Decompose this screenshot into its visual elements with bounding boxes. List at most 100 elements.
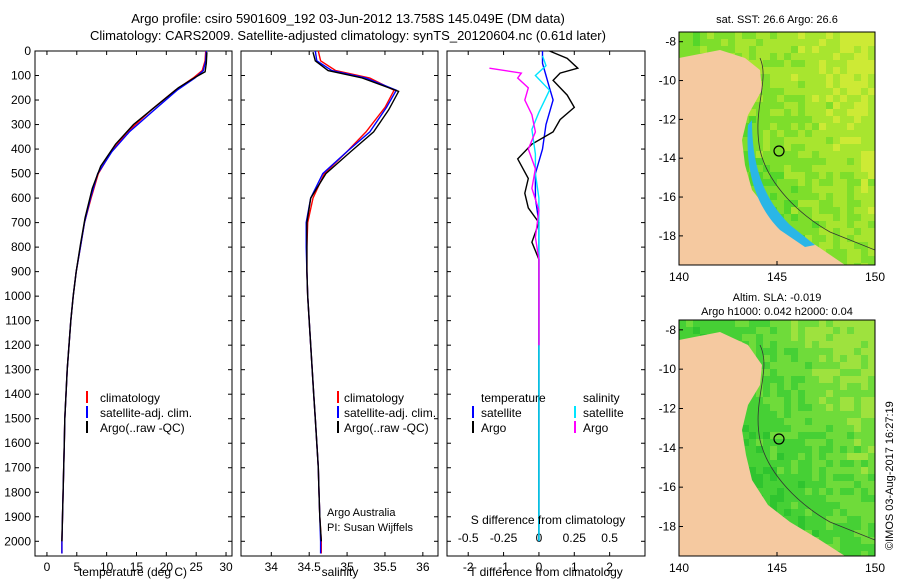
map-cell [798,74,805,81]
map-cell [819,369,826,376]
map-cell [833,474,840,481]
map-cell [833,446,840,453]
map-cell [819,67,826,74]
map-cell [847,235,854,242]
map-cell [777,186,784,193]
map-cell [861,390,868,397]
map-cell [868,383,875,390]
map-cell [812,123,819,130]
legend-argo-label: Argo(..raw -QC) [100,421,185,435]
map-cell [805,144,812,151]
x-tick-label: 15 [130,560,144,574]
map-cell [721,320,728,327]
map-cell [784,207,791,214]
map-cell [784,432,791,439]
map-cell [868,165,875,172]
map-cell [777,369,784,376]
t-difference-x-axis: -2 -1 0 1 2 [463,51,613,574]
map-cell [854,376,861,383]
map-cell [784,516,791,523]
lon-tick-label: 140 [669,270,689,284]
map-cell [819,432,826,439]
map-cell [791,369,798,376]
map-cell [840,453,847,460]
sla-map-title: Altim. SLA: -0.019 [733,292,822,304]
map-cell [812,460,819,467]
map-cell [791,151,798,158]
map-cell [861,186,868,193]
map-cell [735,334,742,341]
map-cell [861,467,868,474]
map-cell [679,39,686,46]
lon-tick-label: 145 [767,270,787,284]
map-cell [812,362,819,369]
map-cell [854,439,861,446]
map-cell [777,453,784,460]
map-cell [812,369,819,376]
map-cell [868,242,875,249]
map-cell [791,376,798,383]
map-cell [833,488,840,495]
map-cell [756,151,763,158]
map-cell [763,460,770,467]
map-cell [749,53,756,60]
map-cell [840,355,847,362]
map-cell [784,425,791,432]
map-cell [812,453,819,460]
lat-tick-label: -12 [659,112,677,126]
map-cell [784,460,791,467]
map-cell [707,32,714,39]
map-cell [833,439,840,446]
map-cell [847,516,854,523]
map-cell [777,320,784,327]
map-cell [847,418,854,425]
map-cell [805,221,812,228]
map-cell [742,130,749,137]
map-cell [777,193,784,200]
map-cell [791,348,798,355]
map-cell [735,327,742,334]
map-cell [833,130,840,137]
map-cell [735,46,742,53]
map-cell [819,151,826,158]
map-cell [763,362,770,369]
map-cell [819,95,826,102]
map-cell [805,151,812,158]
sst-land-australia [679,50,845,265]
map-cell [868,102,875,109]
map-cell [812,53,819,60]
depth-tick-label: 400 [11,142,31,156]
map-cell [805,130,812,137]
map-cell [840,81,847,88]
map-cell [791,390,798,397]
map-cell [840,369,847,376]
map-cell [805,334,812,341]
s-diff-tick-label: 0.5 [601,531,618,545]
map-cell [826,179,833,186]
map-cell [777,179,784,186]
map-cell [868,369,875,376]
map-cell [826,362,833,369]
depth-tick-label: 1200 [4,338,31,352]
map-cell [833,495,840,502]
x-tick-label: 34 [265,560,279,574]
map-cell [770,474,777,481]
map-cell [847,474,854,481]
x-tick-label: 1 [571,560,578,574]
map-cell [756,123,763,130]
map-cell [749,32,756,39]
map-cell [784,130,791,137]
map-cell [791,88,798,95]
map-cell [770,383,777,390]
map-cell [854,418,861,425]
map-cell [847,256,854,263]
map-cell [763,425,770,432]
map-cell [798,376,805,383]
map-cell [763,432,770,439]
map-cell [763,32,770,39]
map-cell [777,60,784,67]
map-cell [763,179,770,186]
map-cell [749,439,756,446]
map-cell [770,81,777,88]
map-cell [868,200,875,207]
